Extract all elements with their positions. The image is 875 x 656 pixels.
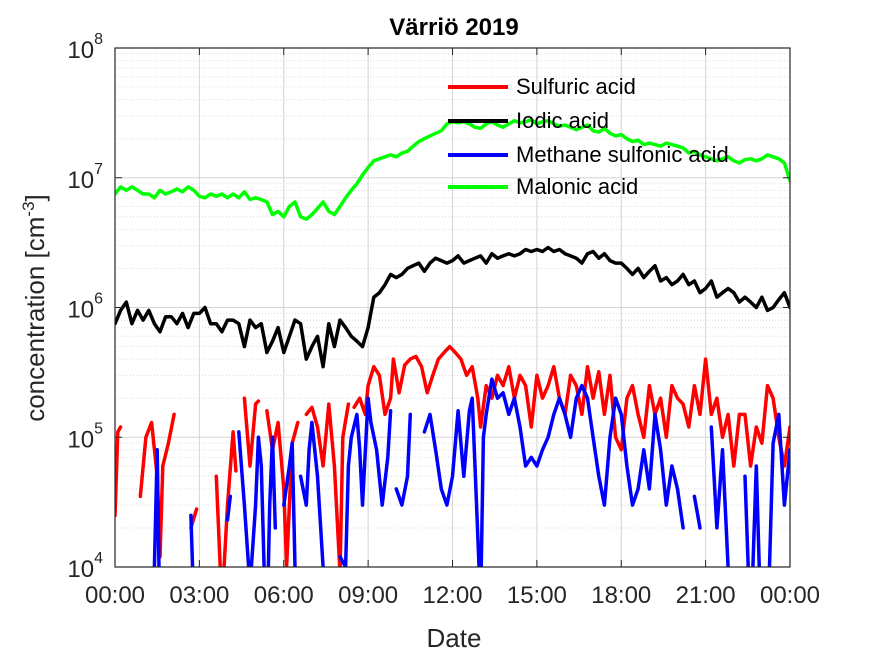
x-tick-label: 15:00 xyxy=(507,582,567,609)
y-axis-label-exponent: -3 xyxy=(19,201,38,216)
series-line-methane-sulfonic-acid xyxy=(338,396,393,567)
series-line-sulfuric-acid xyxy=(304,402,351,567)
series-line-methane-sulfonic-acid xyxy=(743,412,790,567)
series-line-sulfuric-acid xyxy=(115,425,123,518)
x-tick-label: 18:00 xyxy=(591,582,651,609)
y-tick-label-exponent: 5 xyxy=(94,420,103,437)
legend-label-malonic-acid: Malonic acid xyxy=(516,174,638,199)
legend-label-iodic-acid: Iodic acid xyxy=(516,108,609,133)
series-line-methane-sulfonic-acid xyxy=(225,494,233,522)
y-tick-label: 108 xyxy=(67,31,103,64)
x-tick-label: 03:00 xyxy=(169,582,229,609)
legend-label-sulfuric-acid: Sulfuric acid xyxy=(516,74,636,99)
y-tick-label-exponent: 7 xyxy=(94,161,103,178)
series-line-methane-sulfonic-acid xyxy=(394,412,413,507)
series-line-sulfuric-acid xyxy=(214,430,238,567)
series-line-sulfuric-acid xyxy=(352,344,790,468)
series-line-methane-sulfonic-acid xyxy=(282,441,297,567)
legend-label-methane-sulfonic-acid: Methane sulfonic acid xyxy=(516,142,729,167)
series-line-iodic-acid xyxy=(115,245,790,369)
y-tick-label-base: 10 xyxy=(67,426,94,453)
series-line-methane-sulfonic-acid xyxy=(709,425,730,567)
y-tick-label: 104 xyxy=(67,550,103,583)
y-axis-label: concentration [cm-3] xyxy=(19,194,50,422)
y-axis-label-close: ] xyxy=(20,194,50,201)
x-tick-label: 06:00 xyxy=(254,582,314,609)
y-tick-label: 105 xyxy=(67,420,103,453)
x-tick-label: 00:00 xyxy=(760,582,820,609)
series-line-sulfuric-acid xyxy=(242,396,261,468)
y-axis-label-text: concentration [cm xyxy=(20,217,50,422)
series-line-methane-sulfonic-acid xyxy=(422,377,685,567)
x-tick-label: 21:00 xyxy=(676,582,736,609)
y-tick-label-base: 10 xyxy=(67,167,94,194)
legend: Sulfuric acid Iodic acid Methane sulfonic … xyxy=(448,74,729,199)
y-tick-label-base: 10 xyxy=(67,37,94,64)
x-tick-label: 00:00 xyxy=(85,582,145,609)
series-line-methane-sulfonic-acid xyxy=(189,513,195,567)
series-line-methane-sulfonic-acid xyxy=(152,448,161,567)
x-tick-label: 12:00 xyxy=(422,582,482,609)
y-tick-label-exponent: 4 xyxy=(94,550,103,567)
y-tick-label-exponent: 6 xyxy=(94,291,103,308)
plot-area xyxy=(115,117,790,567)
series-line-methane-sulfonic-acid xyxy=(692,494,702,530)
series-line-methane-sulfonic-acid xyxy=(237,430,278,567)
x-tick-label: 09:00 xyxy=(338,582,398,609)
y-tick-label-base: 10 xyxy=(67,297,94,324)
axes: 00:00 03:00 06:00 09:00 12:00 15:00 18:00 21:00… xyxy=(67,31,820,609)
y-tick-label: 106 xyxy=(67,291,103,324)
x-axis-label: Date xyxy=(427,623,482,653)
chart-title: Värriö 2019 xyxy=(389,14,518,41)
series-line-methane-sulfonic-acid xyxy=(298,420,325,567)
y-tick-label-exponent: 8 xyxy=(94,31,103,48)
y-tick-label: 107 xyxy=(67,161,103,194)
y-tick-label-base: 10 xyxy=(67,556,94,583)
